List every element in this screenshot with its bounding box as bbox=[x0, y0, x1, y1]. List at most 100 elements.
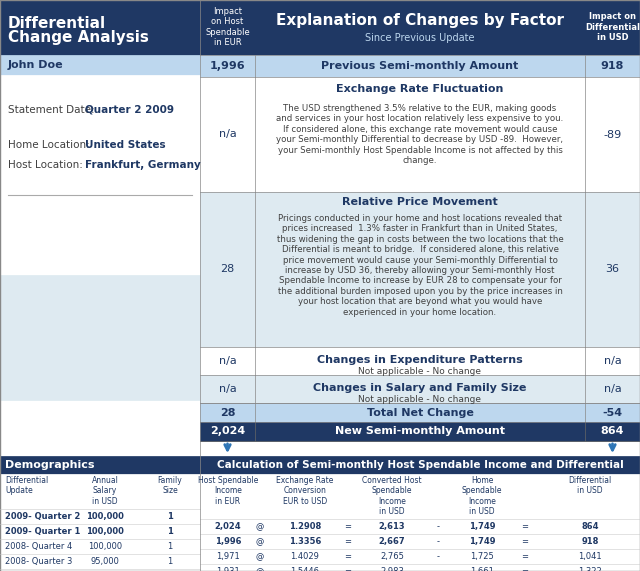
Text: 28: 28 bbox=[220, 408, 236, 417]
Text: Since Previous Update: Since Previous Update bbox=[365, 33, 475, 43]
Text: Impact on
Differential
in USD: Impact on Differential in USD bbox=[585, 12, 640, 42]
Text: Exchange Rate
Conversion
EUR to USD: Exchange Rate Conversion EUR to USD bbox=[276, 476, 333, 506]
Text: Not applicable - No change: Not applicable - No change bbox=[358, 367, 481, 376]
Text: @: @ bbox=[256, 522, 264, 531]
Text: Calculation of Semi-monthly Host Spendable Income and Differential: Calculation of Semi-monthly Host Spendab… bbox=[216, 460, 623, 470]
Text: 100,000: 100,000 bbox=[86, 512, 124, 521]
Text: 28: 28 bbox=[220, 264, 235, 275]
Text: -: - bbox=[436, 567, 440, 571]
Text: Differential: Differential bbox=[8, 16, 106, 31]
Text: Relative Price Movement: Relative Price Movement bbox=[342, 197, 498, 207]
Text: =: = bbox=[344, 537, 351, 546]
Text: Exchange Rate Fluctuation: Exchange Rate Fluctuation bbox=[336, 84, 504, 94]
Bar bbox=[0, 456, 200, 474]
Text: Family
Size: Family Size bbox=[157, 476, 182, 496]
Text: -: - bbox=[436, 552, 440, 561]
Text: 2,765: 2,765 bbox=[380, 552, 404, 561]
Text: -89: -89 bbox=[604, 130, 621, 139]
Text: John Doe: John Doe bbox=[8, 60, 63, 70]
Bar bbox=[0, 55, 200, 75]
Text: 2,613: 2,613 bbox=[379, 522, 405, 531]
Text: n/a: n/a bbox=[219, 384, 236, 394]
Text: n/a: n/a bbox=[604, 356, 621, 366]
Text: 1,661: 1,661 bbox=[470, 567, 494, 571]
Text: @: @ bbox=[256, 567, 264, 571]
Text: 1.2908: 1.2908 bbox=[289, 522, 321, 531]
Text: 864: 864 bbox=[601, 427, 624, 436]
Bar bbox=[200, 456, 640, 474]
Text: =: = bbox=[522, 537, 529, 546]
Text: Host Spendable
Income
in EUR: Host Spendable Income in EUR bbox=[198, 476, 258, 506]
Bar bbox=[200, 192, 640, 347]
Bar bbox=[0, 75, 200, 275]
Text: Quarter 2 2009: Quarter 2 2009 bbox=[85, 105, 174, 115]
Text: 2008- Quarter 3: 2008- Quarter 3 bbox=[5, 557, 72, 566]
Text: 100,000: 100,000 bbox=[88, 542, 122, 551]
Text: Differential
in USD: Differential in USD bbox=[568, 476, 612, 496]
Text: 1.3356: 1.3356 bbox=[289, 537, 321, 546]
Text: 918: 918 bbox=[601, 61, 624, 71]
Text: 1,931: 1,931 bbox=[216, 567, 240, 571]
Text: 95,000: 95,000 bbox=[91, 557, 120, 566]
Text: 1.4029: 1.4029 bbox=[291, 552, 319, 561]
Text: Demographics: Demographics bbox=[5, 460, 95, 470]
Text: 1: 1 bbox=[168, 542, 173, 551]
Bar bbox=[0, 0, 200, 55]
Text: =: = bbox=[522, 552, 529, 561]
Text: New Semi-monthly Amount: New Semi-monthly Amount bbox=[335, 427, 505, 436]
Text: 1: 1 bbox=[167, 512, 173, 521]
Text: 1,322: 1,322 bbox=[578, 567, 602, 571]
Text: 2009- Quarter 2: 2009- Quarter 2 bbox=[5, 512, 81, 521]
Text: Changes in Expenditure Patterns: Changes in Expenditure Patterns bbox=[317, 355, 523, 365]
Text: =: = bbox=[344, 522, 351, 531]
Text: Differential
Update: Differential Update bbox=[5, 476, 48, 496]
Text: Pricings conducted in your home and host locations revealed that
prices increase: Pricings conducted in your home and host… bbox=[276, 214, 563, 316]
Bar bbox=[200, 474, 640, 519]
Text: Converted Host
Spendable
Income
in USD: Converted Host Spendable Income in USD bbox=[362, 476, 422, 516]
Text: 2008- Quarter 4: 2008- Quarter 4 bbox=[5, 542, 72, 551]
Text: 1.5446: 1.5446 bbox=[291, 567, 319, 571]
Text: Home
Spendable
Income
in USD: Home Spendable Income in USD bbox=[461, 476, 502, 516]
Text: 2,983: 2,983 bbox=[380, 567, 404, 571]
Text: 1,749: 1,749 bbox=[468, 522, 495, 531]
Text: 1,041: 1,041 bbox=[578, 552, 602, 561]
Text: 1,725: 1,725 bbox=[470, 552, 494, 561]
Text: 1,996: 1,996 bbox=[210, 61, 245, 71]
Bar bbox=[0, 275, 200, 400]
Text: Changes in Salary and Family Size: Changes in Salary and Family Size bbox=[314, 383, 527, 393]
Text: 1,996: 1,996 bbox=[215, 537, 241, 546]
Text: 1: 1 bbox=[167, 527, 173, 536]
Text: =: = bbox=[344, 552, 351, 561]
Bar bbox=[200, 55, 640, 77]
Text: 2009- Quarter 1: 2009- Quarter 1 bbox=[5, 527, 81, 536]
Bar bbox=[200, 422, 640, 441]
Text: Change Analysis: Change Analysis bbox=[8, 30, 149, 45]
Text: -54: -54 bbox=[602, 408, 623, 417]
Bar bbox=[200, 77, 640, 192]
Text: 2,024: 2,024 bbox=[214, 522, 241, 531]
Bar bbox=[0, 474, 200, 509]
Text: -: - bbox=[436, 522, 440, 531]
Text: n/a: n/a bbox=[604, 384, 621, 394]
Text: 918: 918 bbox=[581, 537, 598, 546]
Text: n/a: n/a bbox=[219, 130, 236, 139]
Text: Previous Semi-monthly Amount: Previous Semi-monthly Amount bbox=[321, 61, 518, 71]
Text: =: = bbox=[522, 567, 529, 571]
Text: 36: 36 bbox=[605, 264, 620, 275]
Text: The USD strengthened 3.5% relative to the EUR, making goods
and services in your: The USD strengthened 3.5% relative to th… bbox=[276, 104, 564, 165]
Text: 1: 1 bbox=[168, 557, 173, 566]
Text: Impact
on Host
Spendable
in EUR: Impact on Host Spendable in EUR bbox=[205, 7, 250, 47]
Bar bbox=[200, 347, 640, 375]
Text: n/a: n/a bbox=[219, 356, 236, 366]
Text: @: @ bbox=[256, 552, 264, 561]
Text: -: - bbox=[436, 537, 440, 546]
Text: 1,749: 1,749 bbox=[468, 537, 495, 546]
Text: United States: United States bbox=[85, 140, 166, 150]
Text: Frankfurt, Germany: Frankfurt, Germany bbox=[85, 160, 201, 170]
Text: Home Location:: Home Location: bbox=[8, 140, 90, 150]
Bar bbox=[200, 0, 640, 55]
Text: Annual
Salary
in USD: Annual Salary in USD bbox=[92, 476, 118, 506]
Text: Host Location:: Host Location: bbox=[8, 160, 83, 170]
Text: 1,971: 1,971 bbox=[216, 552, 240, 561]
Text: =: = bbox=[522, 522, 529, 531]
